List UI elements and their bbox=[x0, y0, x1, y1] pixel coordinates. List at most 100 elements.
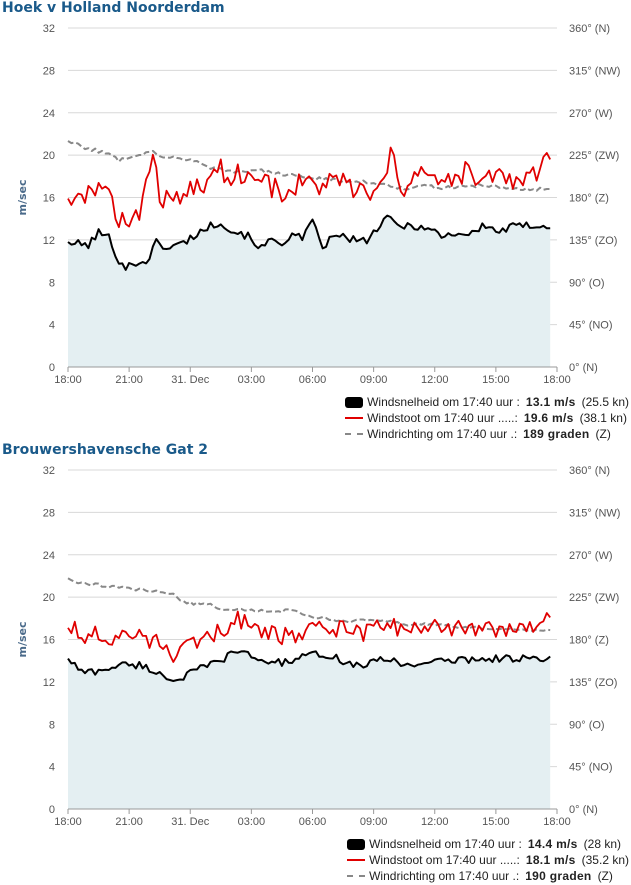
x-tick-label: 03:00 bbox=[238, 816, 266, 828]
y2-tick-label: 315° (NW) bbox=[569, 507, 620, 519]
y2-tick-label: 180° (Z) bbox=[569, 635, 609, 647]
legend-item-speed[interactable]: Windsnelheid om 17:40 uur : 14.4 m/s (28… bbox=[347, 836, 629, 852]
x-tick-label: 12:00 bbox=[421, 374, 449, 386]
x-tick-label: 09:00 bbox=[360, 816, 388, 828]
y2-tick-label: 0° (N) bbox=[569, 804, 598, 816]
legend-label: Windrichting om 17:40 uur .: bbox=[369, 869, 520, 883]
y2-tick-label: 270° (W) bbox=[569, 550, 613, 562]
x-tick-label: 15:00 bbox=[482, 374, 510, 386]
x-tick-label: 21:00 bbox=[115, 374, 143, 386]
legend-label: Windsnelheid om 17:40 uur : bbox=[369, 837, 522, 851]
legend-label: Windrichting om 17:40 uur .: bbox=[367, 427, 518, 441]
x-tick-label: 31. Dec bbox=[171, 816, 209, 828]
chart-legend: Windsnelheid om 17:40 uur : 13.1 m/s (25… bbox=[345, 394, 629, 442]
y2-tick-label: 225° (ZW) bbox=[569, 150, 619, 162]
chart-legend: Windsnelheid om 17:40 uur : 14.4 m/s (28… bbox=[347, 836, 629, 884]
legend-value: 189 graden bbox=[523, 427, 590, 441]
legend-item-direction[interactable]: Windrichting om 17:40 uur .: 190 graden … bbox=[347, 868, 629, 884]
speed-swatch bbox=[347, 838, 366, 850]
y2-tick-label: 315° (NW) bbox=[569, 65, 620, 77]
x-tick-label: 03:00 bbox=[238, 374, 266, 386]
station-title: Brouwershavensche Gat 2 bbox=[2, 442, 209, 458]
y-axis-label: m/sec bbox=[16, 621, 29, 657]
direction-swatch bbox=[347, 875, 366, 877]
x-tick-label: 18:00 bbox=[54, 374, 82, 386]
y2-tick-label: 135° (ZO) bbox=[569, 677, 617, 689]
y-tick-label: 8 bbox=[49, 277, 55, 289]
station-panel: Hoek v Holland Noorderdam 18:00 21:00 31. … bbox=[0, 0, 631, 442]
x-tick-label: 06:00 bbox=[299, 816, 327, 828]
x-tick-label: 21:00 bbox=[115, 816, 143, 828]
y-tick-label: 16 bbox=[43, 635, 55, 647]
y2-tick-label: 90° (O) bbox=[569, 719, 605, 731]
legend-extra: (25.5 kn) bbox=[581, 395, 629, 409]
y2-tick-label: 225° (ZW) bbox=[569, 592, 619, 604]
gust-swatch bbox=[347, 859, 366, 861]
y-tick-label: 20 bbox=[43, 592, 55, 604]
y-tick-label: 28 bbox=[43, 65, 55, 77]
y-axis-label: m/sec bbox=[16, 179, 29, 215]
y-tick-label: 32 bbox=[43, 465, 55, 477]
y2-tick-label: 270° (W) bbox=[569, 108, 613, 120]
y-tick-label: 8 bbox=[49, 719, 55, 731]
gust-swatch bbox=[345, 417, 364, 419]
legend-extra: (38.1 kn) bbox=[579, 411, 627, 425]
y-tick-label: 4 bbox=[49, 762, 55, 774]
x-tick-label: 18:00 bbox=[543, 816, 571, 828]
series-line-gust bbox=[67, 146, 551, 229]
legend-value: 19.6 m/s bbox=[523, 411, 574, 425]
legend-extra: (28 kn) bbox=[583, 837, 622, 851]
x-tick-label: 18:00 bbox=[54, 816, 82, 828]
legend-label: Windstoot om 17:40 uur .....: bbox=[367, 411, 518, 425]
x-tick-label: 15:00 bbox=[482, 816, 510, 828]
speed-swatch bbox=[345, 396, 364, 408]
y-tick-label: 20 bbox=[43, 150, 55, 162]
y-tick-label: 28 bbox=[43, 507, 55, 519]
y-tick-label: 24 bbox=[43, 550, 55, 562]
legend-item-gust[interactable]: Windstoot om 17:40 uur .....: 19.6 m/s (… bbox=[345, 410, 629, 426]
legend-item-direction[interactable]: Windrichting om 17:40 uur .: 189 graden … bbox=[345, 426, 629, 442]
x-tick-label: 09:00 bbox=[360, 374, 388, 386]
legend-label: Windsnelheid om 17:40 uur : bbox=[367, 395, 520, 409]
y2-tick-label: 45° (NO) bbox=[569, 762, 613, 774]
legend-value: 14.4 m/s bbox=[527, 837, 578, 851]
legend-value: 13.1 m/s bbox=[525, 395, 576, 409]
legend-extra: (Z) bbox=[595, 427, 611, 441]
x-tick-label: 06:00 bbox=[299, 374, 327, 386]
legend-value: 18.1 m/s bbox=[525, 853, 576, 867]
y2-tick-label: 0° (N) bbox=[569, 362, 598, 374]
series-line-speed bbox=[67, 650, 551, 682]
legend-item-speed[interactable]: Windsnelheid om 17:40 uur : 13.1 m/s (25… bbox=[345, 394, 629, 410]
y2-tick-label: 180° (Z) bbox=[569, 193, 609, 205]
y-tick-label: 0 bbox=[49, 804, 55, 816]
station-title: Hoek v Holland Noorderdam bbox=[2, 0, 225, 16]
series-line-direction bbox=[67, 577, 551, 633]
y2-tick-label: 45° (NO) bbox=[569, 320, 613, 332]
y-tick-label: 12 bbox=[43, 677, 55, 689]
y2-tick-label: 360° (N) bbox=[569, 23, 610, 35]
x-tick-label: 31. Dec bbox=[171, 374, 209, 386]
legend-item-gust[interactable]: Windstoot om 17:40 uur .....: 18.1 m/s (… bbox=[347, 852, 629, 868]
y-tick-label: 32 bbox=[43, 23, 55, 35]
y-tick-label: 0 bbox=[49, 362, 55, 374]
y-tick-label: 4 bbox=[49, 320, 55, 332]
x-tick-label: 18:00 bbox=[543, 374, 571, 386]
y-tick-label: 16 bbox=[43, 193, 55, 205]
legend-value: 190 graden bbox=[525, 869, 592, 883]
station-panel: Brouwershavensche Gat 2 18:00 21:00 31. De… bbox=[0, 442, 631, 885]
x-tick-label: 12:00 bbox=[421, 816, 449, 828]
legend-extra: (Z) bbox=[597, 869, 613, 883]
legend-extra: (35.2 kn) bbox=[581, 853, 629, 867]
y2-tick-label: 135° (ZO) bbox=[569, 235, 617, 247]
wind-chart: 18:00 21:00 31. Dec 03:00 06:00 09:00 12:00 15:… bbox=[16, 465, 620, 828]
direction-swatch bbox=[345, 433, 364, 435]
y-tick-label: 12 bbox=[43, 235, 55, 247]
speed-area-fill bbox=[68, 215, 551, 367]
y2-tick-label: 360° (N) bbox=[569, 465, 610, 477]
y-tick-label: 24 bbox=[43, 108, 55, 120]
legend-label: Windstoot om 17:40 uur .....: bbox=[369, 853, 520, 867]
series-line-gust bbox=[67, 610, 551, 663]
speed-area-fill bbox=[68, 651, 551, 809]
wind-chart: 18:00 21:00 31. Dec 03:00 06:00 09:00 12:00 15:… bbox=[16, 23, 620, 386]
series-line-speed bbox=[67, 214, 551, 271]
